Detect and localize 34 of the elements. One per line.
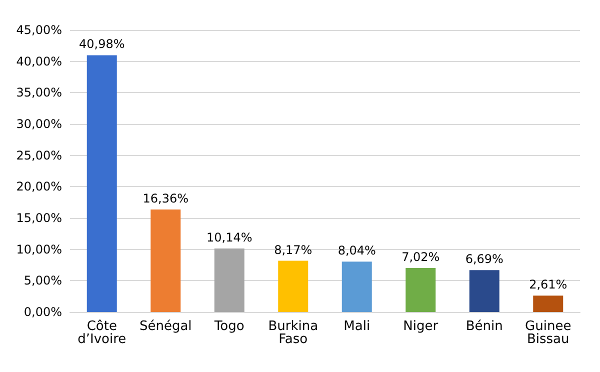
y-tick-label: 10,00% <box>16 242 62 256</box>
y-tick-label: 20,00% <box>16 180 62 194</box>
data-label: 8,04% <box>338 244 376 258</box>
data-label: 7,02% <box>402 250 440 264</box>
y-tick-label: 5,00% <box>24 274 62 288</box>
x-tick-label: Burkina Faso <box>268 319 318 347</box>
data-label: 40,98% <box>78 37 125 52</box>
bar <box>342 262 372 312</box>
bar <box>150 209 181 312</box>
y-tick-label: 30,00% <box>16 117 62 131</box>
bar <box>406 268 436 312</box>
y-tick-label: 45,00% <box>16 23 62 37</box>
bar <box>278 260 308 312</box>
y-tick-label: 0,00% <box>24 305 62 319</box>
data-label: 8,17% <box>274 242 312 257</box>
x-tick-label: Sénégal <box>139 319 192 334</box>
x-tick-label: Mali <box>344 319 370 334</box>
bar <box>533 296 564 312</box>
data-label: 6,69% <box>465 252 504 266</box>
data-label: 10,14% <box>206 230 252 244</box>
x-tick-label: Côte d’Ivoire <box>78 319 126 347</box>
y-tick-label: 35,00% <box>16 86 62 100</box>
data-label: 2,61% <box>529 278 568 292</box>
x-tick-label: Bénin <box>466 319 503 334</box>
bar <box>469 270 500 312</box>
y-tick-label: 25,00% <box>16 148 62 162</box>
bar <box>86 55 117 312</box>
x-tick-label: Togo <box>213 319 244 334</box>
x-tick-label: Guinee Bissau <box>525 319 572 347</box>
data-label: 16,36% <box>142 191 189 206</box>
bar <box>214 248 244 312</box>
y-tick-label: 15,00% <box>16 211 62 225</box>
x-tick-label: Niger <box>403 319 439 334</box>
y-tick-label: 40,00% <box>16 54 62 68</box>
